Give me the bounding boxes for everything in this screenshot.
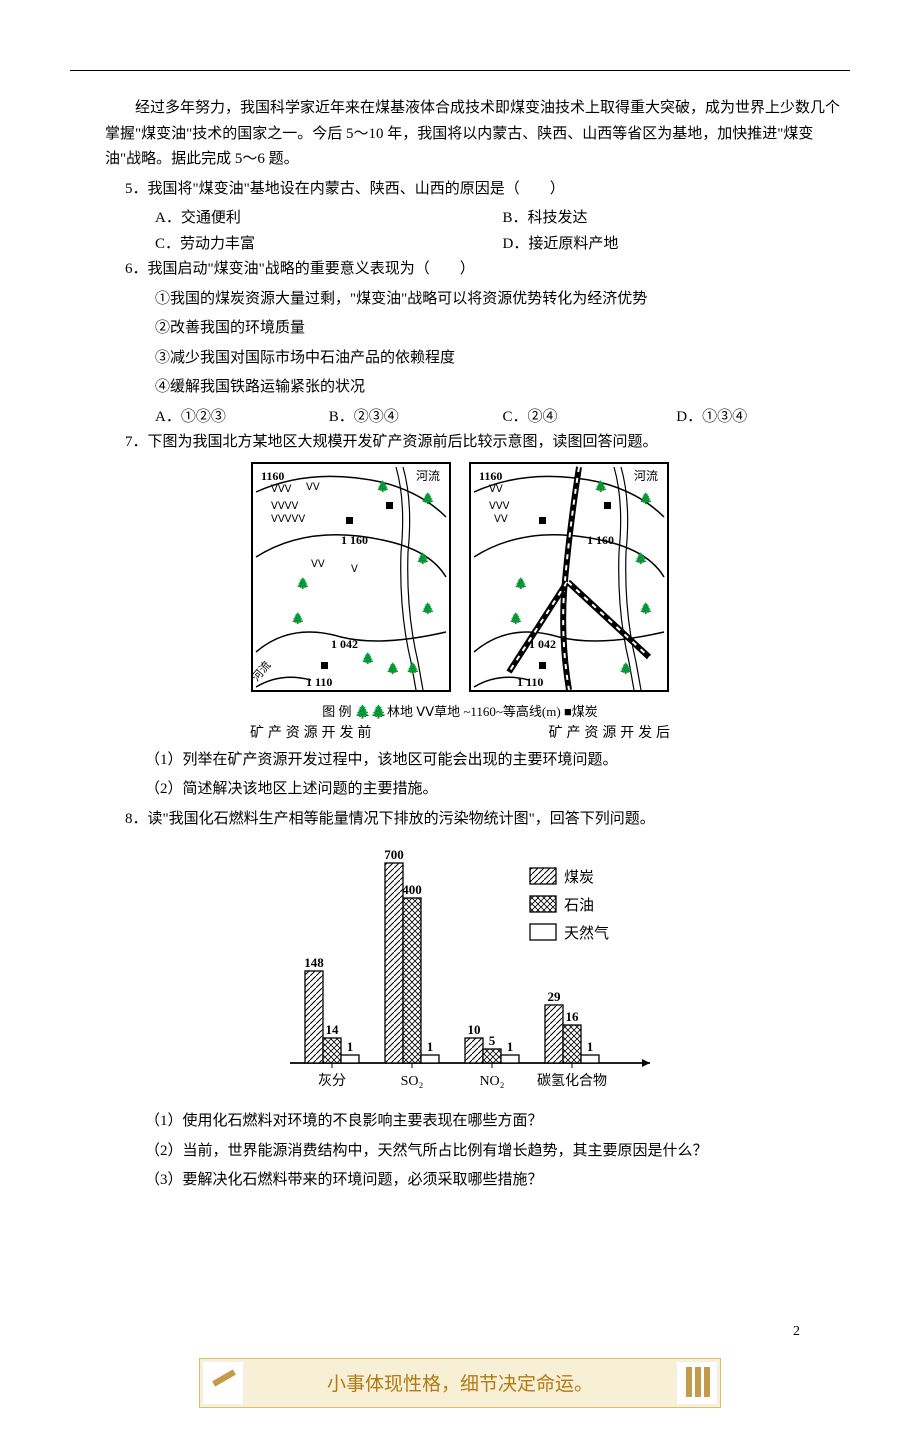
q6-stmt-3: ③减少我国对国际市场中石油产品的依赖程度 xyxy=(70,346,850,372)
q8-sub2: （2）当前，世界能源消费结构中，天然气所占比例有增长趋势，其主要原因是什么？ xyxy=(70,1139,850,1165)
svg-text:1 110: 1 110 xyxy=(517,675,543,689)
svg-text:🌲: 🌲 xyxy=(634,552,648,565)
svg-text:29: 29 xyxy=(548,989,562,1004)
svg-text:1 042: 1 042 xyxy=(529,637,556,651)
map-after: 1160 河流 1 160 1 042 1 110 🌲🌲 🌲🌲 🌲🌲 🌲 ᐯᐯ … xyxy=(469,462,669,692)
q7-sub1: （1）列举在矿产资源开发过程中，该地区可能会出现的主要环境问题。 xyxy=(70,748,850,774)
q6-stmt-2: ②改善我国的环境质量 xyxy=(70,316,850,342)
svg-text:1: 1 xyxy=(507,1039,514,1054)
q7-sub2: （2）简述解决该地区上述问题的主要措施。 xyxy=(70,777,850,803)
svg-text:SO₂: SO₂ xyxy=(401,1074,424,1089)
svg-text:400: 400 xyxy=(402,882,422,897)
q6-stmt-1: ①我国的煤炭资源大量过剩，"煤变油"战略可以将资源优势转化为经济优势 xyxy=(70,287,850,313)
svg-text:5: 5 xyxy=(489,1033,496,1048)
svg-text:148: 148 xyxy=(304,955,324,970)
q5-opt-b: B．科技发达 xyxy=(503,206,851,232)
svg-text:🌲: 🌲 xyxy=(509,612,523,625)
svg-text:碳氢化合物: 碳氢化合物 xyxy=(537,1073,607,1089)
svg-text:河流: 河流 xyxy=(416,469,440,483)
svg-text:🌲: 🌲 xyxy=(416,552,430,565)
svg-text:煤炭: 煤炭 xyxy=(564,869,594,886)
q6-opt-c: C．②④ xyxy=(503,405,677,431)
q6-opt-a: A．①②③ xyxy=(155,405,329,431)
svg-text:ᐯᐯ: ᐯᐯ xyxy=(311,559,325,570)
q5-opt-a: A．交通便利 xyxy=(155,206,503,232)
q7-legend: 图 例 🌲🌲林地 ᐯᐯ草地 ~1160~等高线(m) ■煤炭 xyxy=(70,701,850,720)
svg-text:700: 700 xyxy=(384,847,404,862)
svg-text:河流: 河流 xyxy=(634,469,658,483)
svg-text:1 160: 1 160 xyxy=(587,533,614,547)
q5-opts-row1: A．交通便利 B．科技发达 xyxy=(70,206,850,232)
svg-text:🌲: 🌲 xyxy=(386,662,400,675)
q7-maps: 1160 河流 1 160 1 042 1 110 河流 🌲 🌲 🌲 🌲 🌲 🌲 🌲 🌲… xyxy=(70,462,850,742)
svg-text:🌲: 🌲 xyxy=(291,612,305,625)
svg-text:🌲: 🌲 xyxy=(514,577,528,590)
svg-text:石油: 石油 xyxy=(564,897,594,914)
page-number: 2 xyxy=(70,1324,850,1340)
svg-text:16: 16 xyxy=(566,1009,580,1024)
q5-opts-row2: C．劳动力丰富 D．接近原料产地 xyxy=(70,232,850,258)
pencils-right-icon xyxy=(686,1367,710,1397)
q8-sub3: （3）要解决化石燃料带来的环境问题，必须采取哪些措施？ xyxy=(70,1168,850,1194)
svg-text:🌲: 🌲 xyxy=(639,492,653,505)
svg-text:ᐯᐯᐯᐯᐯ: ᐯᐯᐯᐯᐯ xyxy=(271,514,305,525)
svg-text:1160: 1160 xyxy=(261,469,284,483)
svg-text:10: 10 xyxy=(468,1022,481,1037)
q8-sub1: （1）使用化石燃料对环境的不良影响主要表现在哪些方面？ xyxy=(70,1109,850,1135)
q6-opt-d: D．①③④ xyxy=(676,405,850,431)
svg-text:1160: 1160 xyxy=(479,469,502,483)
svg-text:🌲: 🌲 xyxy=(421,602,435,615)
svg-text:ᐯᐯᐯ: ᐯᐯᐯ xyxy=(489,501,510,512)
svg-text:1 042: 1 042 xyxy=(331,637,358,651)
svg-text:ᐯ: ᐯ xyxy=(351,564,358,575)
svg-text:天然气: 天然气 xyxy=(564,925,609,942)
q8-stem: 8．读"我国化石燃料生产相等能量情况下排放的污染物统计图"，回答下列问题。 xyxy=(70,807,850,833)
intro-text: 经过多年努力，我国科学家近年来在煤基液体合成技术即煤变油技术上取得重大突破，成为… xyxy=(70,96,850,173)
svg-text:🌲: 🌲 xyxy=(296,577,310,590)
svg-text:1: 1 xyxy=(427,1039,434,1054)
svg-text:🌲: 🌲 xyxy=(361,652,375,665)
q6-opts: A．①②③ B．②③④ C．②④ D．①③④ xyxy=(70,405,850,431)
svg-text:🌲: 🌲 xyxy=(421,492,435,505)
svg-text:🌲: 🌲 xyxy=(639,602,653,615)
q6-stmt-4: ④缓解我国铁路运输紧张的状况 xyxy=(70,375,850,401)
svg-text:1 110: 1 110 xyxy=(306,675,332,689)
svg-text:🌲: 🌲 xyxy=(406,662,420,675)
svg-text:1 160: 1 160 xyxy=(341,533,368,547)
q5-opt-c: C．劳动力丰富 xyxy=(155,232,503,258)
q6-stem: 6．我国启动"煤变油"战略的重要意义表现为（ ） xyxy=(70,257,850,283)
svg-text:ᐯᐯᐯ: ᐯᐯᐯ xyxy=(271,484,292,495)
q5-opt-d: D．接近原料产地 xyxy=(503,232,851,258)
q6-opt-b: B．②③④ xyxy=(329,405,503,431)
svg-text:灰分: 灰分 xyxy=(318,1073,346,1089)
top-divider xyxy=(70,70,850,71)
pencil-icon xyxy=(212,1369,236,1386)
svg-text:1: 1 xyxy=(587,1039,594,1054)
q7-caption-before: 矿 产 资 源 开 发 前 xyxy=(250,722,371,742)
svg-text:ᐯᐯ: ᐯᐯ xyxy=(489,484,503,495)
svg-text:ᐯᐯᐯᐯ: ᐯᐯᐯᐯ xyxy=(271,501,299,512)
footer-banner: 小事体现性格，细节决定命运。 xyxy=(199,1358,721,1408)
svg-text:🌲: 🌲 xyxy=(376,480,390,493)
q5-stem: 5．我国将"煤变油"基地设在内蒙古、陕西、山西的原因是（ ） xyxy=(70,177,850,203)
q7-caption-after: 矿 产 资 源 开 发 后 xyxy=(549,722,670,742)
svg-text:ᐯᐯ: ᐯᐯ xyxy=(494,514,508,525)
footer-text: 小事体现性格，细节决定命运。 xyxy=(327,1369,593,1396)
map-before: 1160 河流 1 160 1 042 1 110 河流 🌲🌲 🌲🌲 🌲🌲 🌲🌲… xyxy=(251,462,451,692)
svg-text:1: 1 xyxy=(347,1039,354,1054)
svg-text:NO₂: NO₂ xyxy=(479,1074,504,1089)
svg-text:14: 14 xyxy=(326,1022,340,1037)
svg-text:🌲: 🌲 xyxy=(594,480,608,493)
svg-text:ᐯᐯ: ᐯᐯ xyxy=(306,482,320,493)
svg-text:🌲: 🌲 xyxy=(619,662,633,675)
q8-chart: 148141灰分7004001SO₂1051NO₂29161碳氢化合物煤炭石油天… xyxy=(70,838,850,1103)
q7-stem: 7．下图为我国北方某地区大规模开发矿产资源前后比较示意图，读图回答问题。 xyxy=(70,430,850,456)
